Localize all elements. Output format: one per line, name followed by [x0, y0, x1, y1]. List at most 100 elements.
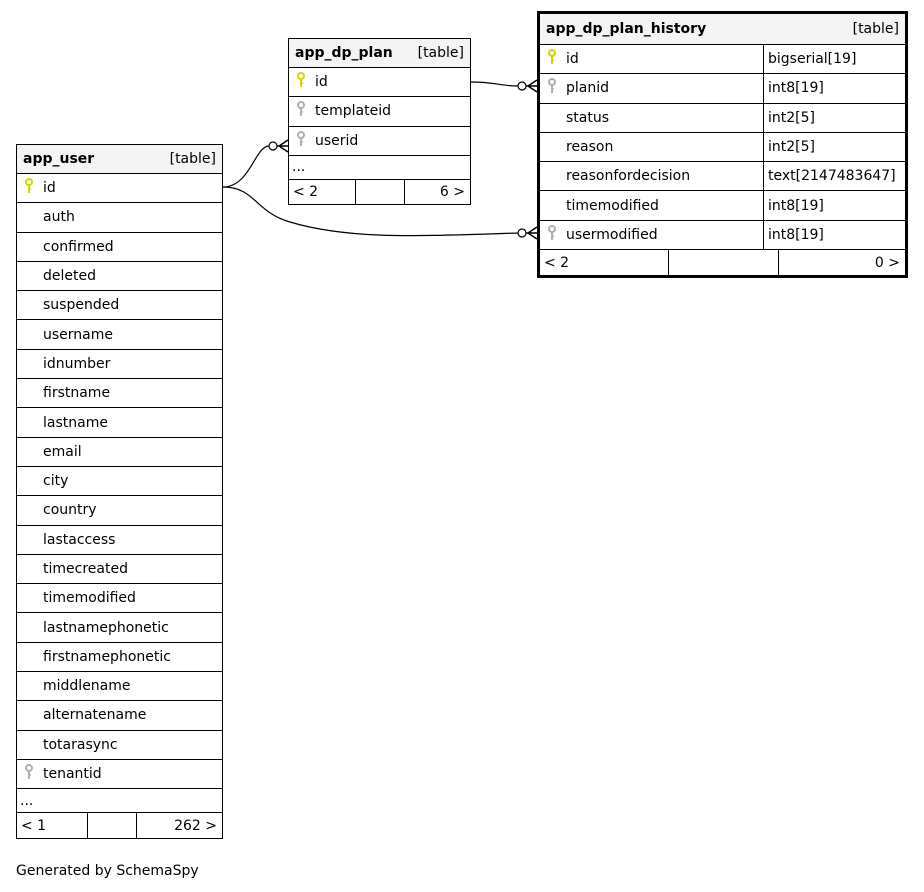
column-row[interactable]: lastname: [17, 408, 222, 438]
primary-key-icon: [546, 49, 558, 69]
column-row[interactable]: id: [17, 174, 222, 204]
foreign-key-icon: [546, 224, 558, 245]
table-type-label: [table]: [417, 45, 464, 61]
column-name: city: [43, 473, 69, 490]
column-name-cell: id: [17, 174, 222, 202]
column-row[interactable]: suspended: [17, 291, 222, 321]
column-row[interactable]: lastnamephonetic: [17, 613, 222, 643]
column-row[interactable]: email: [17, 438, 222, 467]
column-name: firstnamephonetic: [43, 648, 171, 665]
parents-count[interactable]: < 2: [544, 254, 570, 271]
relationship-line: [222, 186, 519, 237]
table-name[interactable]: app_dp_plan: [295, 45, 393, 61]
column-type: int8[19]: [763, 74, 905, 103]
table-name[interactable]: app_dp_plan_history: [546, 21, 707, 37]
relationship-line: [470, 81, 519, 87]
table-header[interactable]: app_dp_plan_history [table]: [540, 14, 905, 45]
table-header[interactable]: app_dp_plan [table]: [289, 39, 470, 68]
column-row[interactable]: tenantid: [17, 760, 222, 790]
generated-by-label: Generated by SchemaSpy: [16, 863, 199, 879]
column-name: email: [43, 443, 82, 460]
column-row[interactable]: auth: [17, 203, 222, 233]
column-row[interactable]: usermodified int8[19]: [540, 220, 905, 251]
table-app-user[interactable]: app_user [table] id auth confirmed deleted sus…: [16, 144, 223, 840]
column-name-cell: suspended: [17, 291, 222, 319]
column-row[interactable]: userid: [289, 127, 470, 156]
column-name-cell: country: [17, 496, 222, 524]
more-columns[interactable]: ...: [17, 789, 222, 814]
parents-count[interactable]: < 1: [21, 817, 47, 834]
table-type-label: [table]: [852, 21, 899, 37]
column-name: reasonfordecision: [566, 168, 691, 185]
column-type: int2[5]: [763, 103, 905, 132]
relationship-line: [222, 145, 270, 188]
more-columns[interactable]: ...: [289, 156, 470, 180]
column-name: templateid: [315, 103, 391, 120]
column-row[interactable]: middlename: [17, 672, 222, 702]
column-row[interactable]: confirmed: [17, 233, 222, 262]
column-row[interactable]: totarasync: [17, 731, 222, 760]
column-name: firstname: [43, 385, 111, 402]
column-row[interactable]: deleted: [17, 262, 222, 292]
children-count[interactable]: 0 >: [874, 254, 900, 271]
column-row[interactable]: lastaccess: [17, 526, 222, 555]
column-name-cell: templateid: [289, 97, 470, 125]
column-name: lastnamephonetic: [43, 619, 169, 636]
column-type: text[2147483647]: [763, 162, 905, 191]
column-row[interactable]: firstnamephonetic: [17, 643, 222, 673]
column-row[interactable]: templateid: [289, 97, 470, 127]
table-header[interactable]: app_user [table]: [17, 145, 222, 174]
column-name-cell: firstname: [17, 379, 222, 407]
foreign-key-icon: [295, 101, 307, 121]
zero-optional-marker: [268, 141, 278, 151]
foreign-key-icon: [23, 764, 35, 784]
children-count[interactable]: 262 >: [174, 817, 217, 834]
footer-spacer: [355, 179, 405, 204]
column-name-cell: lastname: [17, 408, 222, 436]
column-row[interactable]: planid int8[19]: [540, 74, 905, 104]
column-name: lastaccess: [43, 531, 116, 548]
column-row[interactable]: firstname: [17, 379, 222, 409]
table-app-dp-plan-history[interactable]: app_dp_plan_history [table] id bigserial[19…: [537, 11, 908, 279]
column-row[interactable]: idnumber: [17, 350, 222, 380]
column-name-cell: status: [540, 104, 763, 132]
column-name: middlename: [43, 678, 131, 695]
column-row[interactable]: id bigserial[19]: [540, 45, 905, 75]
footer-spacer: [87, 813, 137, 839]
column-name-cell: id: [289, 68, 470, 96]
column-row[interactable]: status int2[5]: [540, 103, 905, 133]
column-row[interactable]: alternatename: [17, 701, 222, 731]
column-row[interactable]: city: [17, 467, 222, 497]
table-app-dp-plan[interactable]: app_dp_plan [table] id templateid userid... <…: [288, 38, 471, 205]
column-type: bigserial[19]: [763, 45, 905, 74]
column-row[interactable]: timemodified int8[19]: [540, 191, 905, 221]
column-row[interactable]: timemodified: [17, 584, 222, 614]
column-row[interactable]: id: [289, 68, 470, 98]
column-row[interactable]: timecreated: [17, 555, 222, 585]
crows-foot-many-marker: [526, 79, 538, 93]
column-name: deleted: [43, 268, 96, 285]
column-name: planid: [566, 80, 610, 97]
column-row[interactable]: reason int2[5]: [540, 132, 905, 163]
column-name-cell: totarasync: [17, 731, 222, 759]
table-name[interactable]: app_user: [23, 151, 95, 167]
foreign-key-icon: [295, 130, 307, 151]
column-type: int8[19]: [763, 191, 905, 220]
column-name-cell: id: [540, 45, 763, 73]
column-name: auth: [43, 209, 75, 226]
foreign-key-icon: [546, 78, 558, 98]
column-name: id: [315, 74, 328, 91]
children-count[interactable]: 6 >: [439, 183, 465, 200]
column-name: username: [43, 326, 113, 343]
column-name: timemodified: [43, 590, 136, 607]
column-name: status: [566, 109, 610, 126]
column-row[interactable]: country: [17, 496, 222, 526]
column-row[interactable]: reasonfordecision text[2147483647]: [540, 162, 905, 192]
column-name-cell: auth: [17, 203, 222, 231]
parents-count[interactable]: < 2: [293, 183, 319, 200]
column-name-cell: timemodified: [17, 584, 222, 612]
column-row[interactable]: username: [17, 320, 222, 350]
column-name-cell: alternatename: [17, 701, 222, 729]
column-name: confirmed: [43, 238, 114, 255]
